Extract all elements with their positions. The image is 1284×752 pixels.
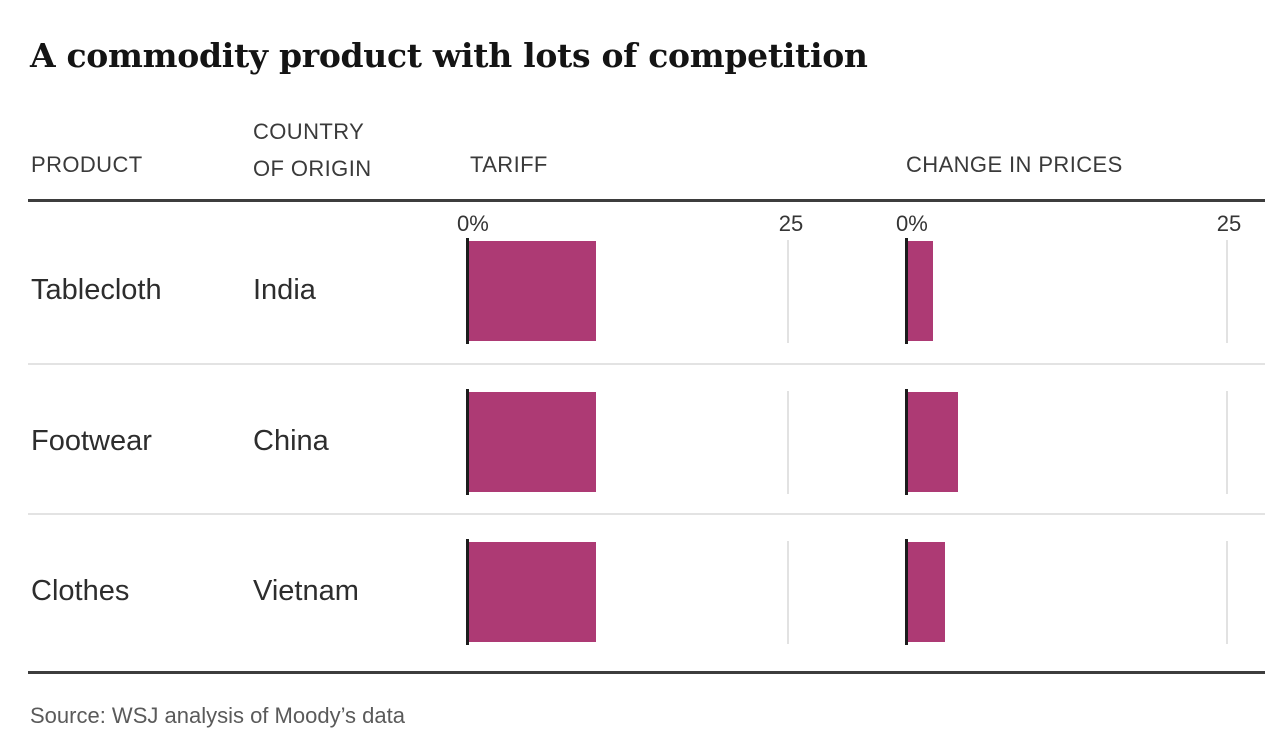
tariff-axis-label-zero: 0%	[457, 211, 489, 236]
change-25-tick-line	[1226, 541, 1228, 644]
change-zero-axis	[905, 389, 908, 495]
source-note: Source: WSJ analysis of Moody’s data	[30, 703, 405, 728]
col-header-country-line2: OF ORIGIN	[253, 156, 372, 181]
product-label: Clothes	[31, 575, 130, 607]
tariff-zero-axis	[466, 539, 469, 645]
tariff-bar	[468, 542, 596, 642]
change-axis-label-max: 25	[1216, 211, 1242, 236]
tariff-zero-axis	[466, 389, 469, 495]
row-separator	[28, 513, 1265, 515]
tariff-25-tick-line	[787, 391, 789, 494]
col-header-country-line1: COUNTRY	[253, 119, 365, 144]
col-header-country-of-origin: COUNTRY OF ORIGIN	[253, 113, 372, 187]
country-label: China	[253, 425, 329, 457]
col-header-tariff: TARIFF	[470, 152, 548, 177]
change-in-prices-bar	[907, 241, 933, 341]
table-row: Tablecloth India	[0, 213, 1284, 363]
tariff-25-tick-line	[787, 240, 789, 343]
table-row: Clothes Vietnam	[0, 514, 1284, 664]
tariff-zero-axis	[466, 238, 469, 344]
page-title: A commodity product with lots of competi…	[30, 36, 868, 75]
change-zero-axis	[905, 539, 908, 645]
product-label: Tablecloth	[31, 274, 162, 306]
tariff-bar	[468, 241, 596, 341]
bottom-rule	[28, 671, 1265, 674]
row-separator	[28, 363, 1265, 365]
tariff-bar	[468, 392, 596, 492]
country-label: Vietnam	[253, 575, 359, 607]
header-rule	[28, 199, 1265, 202]
change-in-prices-bar	[907, 392, 958, 492]
change-zero-axis	[905, 238, 908, 344]
col-header-product: PRODUCT	[31, 152, 143, 177]
change-axis-label-zero: 0%	[896, 211, 928, 236]
table-row: Footwear China	[0, 364, 1284, 514]
tariff-25-tick-line	[787, 541, 789, 644]
change-in-prices-bar	[907, 542, 945, 642]
product-label: Footwear	[31, 425, 152, 457]
tariff-axis-label-max: 25	[778, 211, 804, 236]
change-25-tick-line	[1226, 240, 1228, 343]
change-25-tick-line	[1226, 391, 1228, 494]
country-label: India	[253, 274, 316, 306]
col-header-change-in-prices: CHANGE IN PRICES	[906, 152, 1123, 177]
